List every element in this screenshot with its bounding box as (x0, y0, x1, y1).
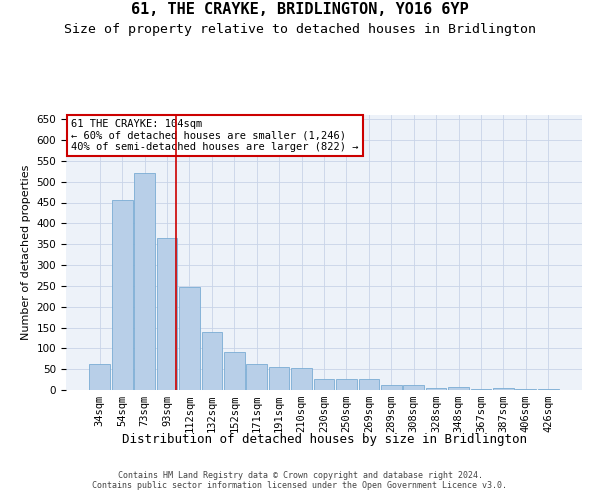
Bar (224, 352, 245, 390)
Bar (314, 379, 334, 390)
Bar (269, 367, 289, 390)
Text: 61, THE CRAYKE, BRIDLINGTON, YO16 6YP: 61, THE CRAYKE, BRIDLINGTON, YO16 6YP (131, 2, 469, 18)
Bar (403, 385, 424, 390)
Bar (470, 389, 491, 390)
Bar (426, 388, 446, 390)
Bar (112, 200, 133, 390)
Bar (493, 388, 514, 390)
Bar (359, 379, 379, 390)
Bar (247, 364, 267, 390)
Y-axis label: Number of detached properties: Number of detached properties (21, 165, 31, 340)
Bar (89, 364, 110, 390)
Bar (336, 379, 357, 390)
Bar (202, 332, 222, 390)
Bar (157, 238, 178, 390)
Bar (179, 287, 200, 390)
Bar (291, 368, 312, 390)
Bar (381, 386, 401, 390)
Text: Size of property relative to detached houses in Bridlington: Size of property relative to detached ho… (64, 22, 536, 36)
Bar (538, 389, 559, 390)
Text: 61 THE CRAYKE: 104sqm
← 60% of detached houses are smaller (1,246)
40% of semi-d: 61 THE CRAYKE: 104sqm ← 60% of detached … (71, 119, 359, 152)
Bar (448, 386, 469, 390)
Text: Contains HM Land Registry data © Crown copyright and database right 2024.
Contai: Contains HM Land Registry data © Crown c… (92, 470, 508, 490)
Bar (515, 389, 536, 390)
Text: Distribution of detached houses by size in Bridlington: Distribution of detached houses by size … (121, 432, 527, 446)
Bar (134, 172, 155, 390)
